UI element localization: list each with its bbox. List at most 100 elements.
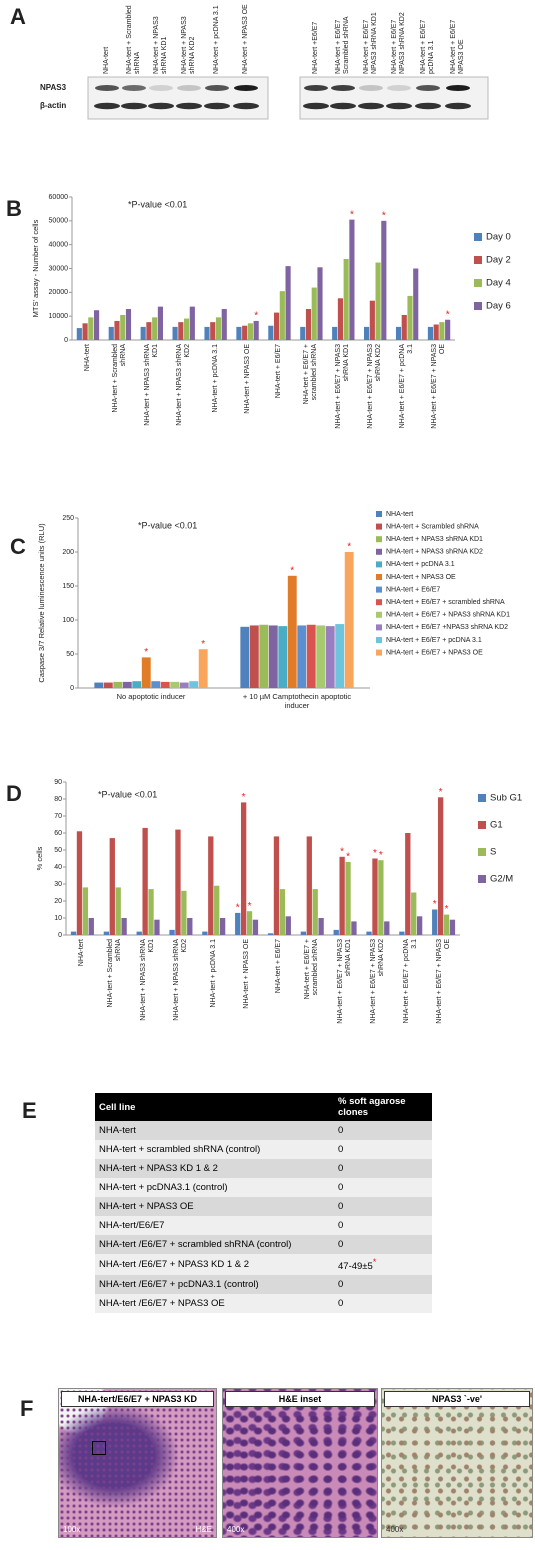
bar [351,921,357,935]
bar [384,921,390,935]
bar [235,912,241,935]
table-cell: NHA-tert + scrambled shRNA (control) [95,1140,334,1159]
blot-band [148,102,174,110]
bar [148,889,154,935]
blot-band [122,85,146,91]
legend-swatch [376,561,382,568]
bar [349,219,355,340]
bar [82,887,89,935]
bar [94,310,100,340]
bar [240,802,247,935]
table-cell: NHA-tert/E6/E7 [95,1216,334,1235]
x-tick-label: NHA-tert + NPAS3 OE [243,344,251,414]
x-tick-label: NHA-tert + E6/E7 + NPAS3 shRNA KD2 [369,939,385,1024]
table-cell: 0 [334,1275,432,1295]
bar [109,838,115,935]
legend-swatch [474,279,482,287]
bar [306,624,316,688]
table-cell: NHA-tert + NPAS3 OE [95,1197,334,1216]
bar [285,266,291,340]
x-tick-label: NHA-tert + E6/E7 + NPAS3 OE [435,939,451,1024]
x-tick-label: NHA-tert + NPAS3 shRNA KD2 [172,939,188,1021]
table-cell: 0 [334,1159,432,1178]
cell-text: NHA-tert /E6/E7 + NPAS3 KD 1 & 2 [99,1259,250,1271]
bar [70,931,77,935]
y-axis-label: % cells [35,846,44,870]
legend-label: Day 2 [486,255,511,266]
blot-band [205,85,229,91]
bar [141,657,151,688]
legend-label: NHA-tert + E6/E7 +NPAS3 shRNA KD2 [386,624,508,631]
panel-label: B [6,196,22,221]
x-tick-label: NHA-tert + NPAS3 OE [242,939,250,1009]
significance-mark: * [346,852,350,863]
blot-membrane [87,76,269,120]
bar [246,911,253,935]
y-axis-label: MTS' assay - Number of cells [31,219,40,317]
y-tick-label: 50 [66,651,74,658]
lane-label: NHA-tert + E6/E7 NPAS3 shRNA KD2 [391,12,406,74]
bar [273,836,280,935]
bar [343,258,349,340]
cell-text: 0 [338,1144,344,1155]
lane-label: NHA-tert + pcDNA 3.1 [213,5,220,74]
cell-text: 0 [338,1279,344,1291]
blot-band [95,85,119,91]
bar [103,931,110,935]
y-tick-label: 60000 [49,194,69,201]
blot-band [233,102,259,110]
cell-text: NHA-tert + NPAS3 OE [99,1201,194,1212]
legend-label: NHA-tert + E6/E7 + NPAS3 OE [386,649,483,656]
significance-mark: * [248,901,252,912]
y-tick-label: 80 [54,796,62,803]
bar [312,889,318,935]
lane-label: NHA-tert + Scrambled shRNA [126,5,141,74]
y-tick-label: 0 [64,337,68,344]
x-tick-label: NHA-tert + E6/E7 + scrambled shRNA [303,344,319,405]
bar [88,918,94,935]
bar [204,326,210,340]
legend-swatch [478,848,486,856]
bar [114,320,120,340]
blot-band [386,102,412,110]
blot-band [176,102,202,110]
cell-text: 0 [338,1163,344,1174]
y-tick-label: 20000 [49,289,69,296]
bar [279,291,285,340]
bar [202,931,208,935]
cell-text: 0 [338,1182,344,1193]
significance-mark: * [446,309,450,320]
significance-mark: * [236,903,240,914]
significance-mark: * [201,639,205,650]
y-tick-label: 250 [62,515,74,522]
bar [169,929,175,935]
bar [411,892,417,935]
cell-text: 0 [338,1201,344,1212]
significance-mark: * [340,846,344,857]
bar [154,919,160,935]
x-tick-label: NHA-tert + E6/E7 [275,939,283,994]
lane-label: NHA-tert + NPAS3 OE [242,4,249,74]
blot-band [446,85,470,91]
x-tick-label: No apoptotic inducer [116,692,186,701]
legend-swatch [376,611,382,618]
blot-band [149,85,173,91]
bar [181,890,187,935]
significance-mark: * [382,210,386,221]
cell-text: NHA-tert/E6/E7 [99,1220,165,1231]
x-tick-label: NHA-tert + E6/E7 + NPAS3 OE [431,344,447,429]
cell-text: 0 [338,1220,344,1231]
table-cell: NHA-tert /E6/E7 + NPAS3 OE [95,1294,334,1314]
blot-membrane [299,76,489,120]
bar [146,322,152,340]
legend-swatch [376,599,382,606]
significance-mark: * [290,565,294,576]
legend-label: NHA-tert [386,511,413,518]
table-row: NHA-tert 0 [95,1121,432,1140]
bar [443,914,450,935]
bar [432,909,438,935]
x-tick-label: NHA-tert + E6/E7 [275,344,283,399]
legend-swatch [376,624,382,631]
image-title: NHA-tert/E6/E7 + NPAS3 KD [61,1391,214,1407]
